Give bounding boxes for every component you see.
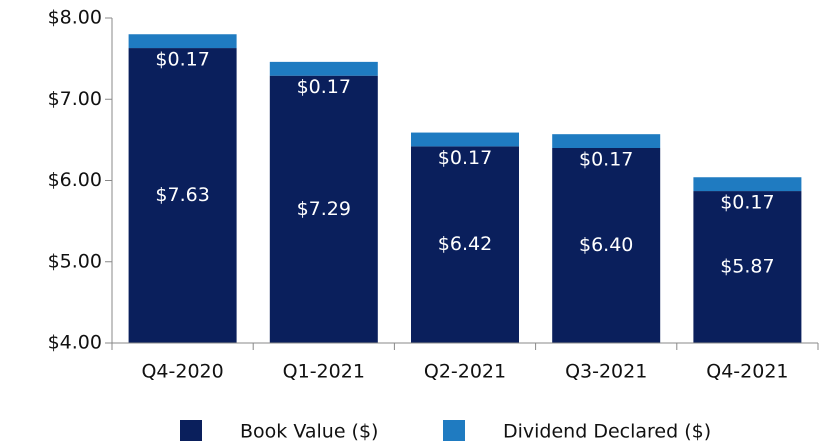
bar-segment	[269, 61, 378, 76]
data-label: $5.87	[720, 256, 774, 278]
x-tick-label: Q2-2021	[424, 361, 506, 383]
legend-swatch	[180, 420, 202, 441]
x-tick-label: Q3-2021	[565, 361, 647, 383]
data-label: $0.17	[155, 49, 209, 71]
data-label: $0.17	[720, 192, 774, 214]
bar-segment	[411, 146, 519, 343]
bar-segment	[693, 191, 802, 343]
bar-segment	[411, 132, 519, 147]
data-label: $0.17	[579, 149, 633, 171]
bar-segment	[128, 34, 237, 49]
x-tick-label: Q1-2021	[283, 361, 365, 383]
data-label: $7.63	[155, 184, 209, 206]
data-label: $6.42	[438, 233, 492, 255]
bar-segment	[552, 148, 661, 343]
x-tick-label: Q4-2020	[141, 361, 223, 383]
x-tick-label: Q4-2021	[706, 361, 788, 383]
data-label: $0.17	[297, 76, 351, 98]
bar-segment	[693, 177, 802, 192]
legend-swatch	[443, 420, 465, 441]
bar-segment	[552, 134, 661, 148]
bar-segment	[128, 48, 237, 343]
data-label: $0.17	[438, 147, 492, 169]
y-tick-label: $7.00	[48, 88, 102, 110]
legend-label: Book Value ($)	[240, 421, 378, 443]
y-tick-label: $8.00	[48, 7, 102, 29]
data-label: $7.29	[297, 198, 351, 220]
bar-segment	[269, 75, 378, 343]
y-tick-label: $6.00	[48, 169, 102, 191]
y-tick-label: $5.00	[48, 250, 102, 272]
y-tick-label: $4.00	[48, 332, 102, 354]
data-label: $6.40	[579, 234, 633, 256]
legend-label: Dividend Declared ($)	[503, 421, 711, 443]
